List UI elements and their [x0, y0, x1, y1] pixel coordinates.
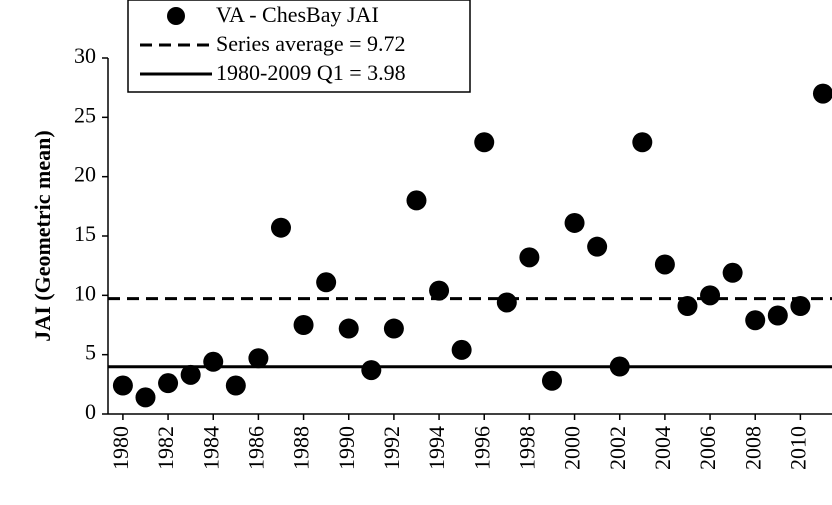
x-tick-label: 1992 [379, 426, 404, 470]
x-tick-label: 1988 [289, 426, 314, 470]
point [677, 296, 698, 317]
y-tick-label: 0 [85, 399, 96, 424]
point [496, 292, 517, 313]
x-tick-label: 1984 [198, 426, 223, 470]
point [406, 190, 427, 211]
point [609, 356, 630, 377]
point [203, 351, 224, 372]
y-tick-label: 25 [74, 102, 96, 127]
point [790, 296, 811, 317]
x-tick-label: 1990 [334, 426, 359, 470]
x-tick-label: 1986 [243, 426, 268, 470]
legend-label: 1980-2009 Q1 = 3.98 [216, 60, 406, 85]
point [383, 318, 404, 339]
x-tick-label: 1996 [469, 426, 494, 470]
point [654, 254, 675, 275]
x-tick-label: 2010 [785, 426, 810, 470]
point [812, 83, 832, 104]
point [451, 339, 472, 360]
point [180, 364, 201, 385]
point [541, 370, 562, 391]
point [316, 272, 337, 293]
point [338, 318, 359, 339]
point [429, 280, 450, 301]
x-tick-label: 1998 [514, 426, 539, 470]
x-tick-label: 2002 [605, 426, 630, 470]
x-tick-label: 1994 [424, 426, 449, 470]
point [474, 132, 495, 153]
x-tick-label: 1982 [153, 426, 178, 470]
point [519, 247, 540, 268]
legend-label: VA - ChesBay JAI [216, 2, 379, 27]
point [745, 310, 766, 331]
point [700, 285, 721, 306]
point [722, 262, 743, 283]
x-tick-label: 1980 [108, 426, 133, 470]
point [587, 236, 608, 257]
x-tick-label: 2006 [695, 426, 720, 470]
point [632, 132, 653, 153]
y-tick-label: 15 [74, 221, 96, 246]
point [270, 217, 291, 238]
point [767, 305, 788, 326]
y-tick-label: 20 [74, 162, 96, 187]
legend-marker [167, 7, 185, 25]
y-tick-label: 10 [74, 280, 96, 305]
point [293, 315, 314, 335]
point [361, 360, 382, 381]
point [158, 373, 179, 394]
point [135, 387, 156, 408]
y-tick-label: 5 [85, 340, 96, 365]
y-tick-label: 30 [74, 43, 96, 68]
point [112, 375, 133, 396]
x-tick-label: 2004 [650, 426, 675, 470]
point [248, 348, 269, 369]
point [225, 375, 246, 396]
x-tick-label: 2008 [740, 426, 765, 470]
x-tick-label: 2000 [560, 426, 585, 470]
y-axis-label: JAI (Geometric mean) [30, 130, 55, 341]
legend-label: Series average = 9.72 [216, 31, 406, 56]
point [564, 212, 585, 233]
